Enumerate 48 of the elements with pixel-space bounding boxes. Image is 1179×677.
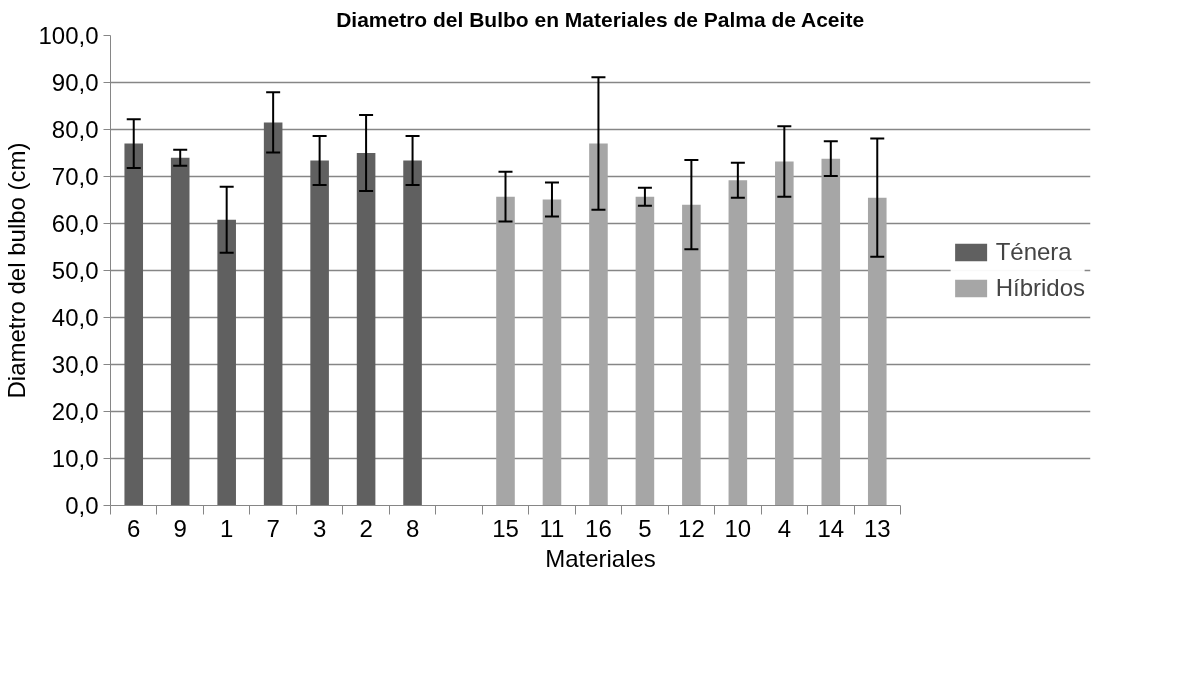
y-tick-label: 70,0 — [51, 163, 99, 190]
bar — [821, 158, 841, 506]
x-tick-label: 3 — [312, 514, 327, 542]
bar — [496, 196, 515, 506]
bar — [542, 199, 562, 506]
y-tick-label: 60,0 — [51, 210, 99, 237]
bar — [217, 219, 236, 506]
bar — [728, 180, 748, 506]
y-tick-label: 90,0 — [51, 69, 99, 96]
x-tick-label: 6 — [127, 514, 141, 542]
x-tick-label: 16 — [585, 514, 612, 542]
x-tick-label: 15 — [492, 514, 519, 542]
bar — [356, 153, 376, 506]
x-tick-label: 14 — [817, 514, 845, 542]
x-tick-label: 7 — [266, 514, 280, 542]
bar — [310, 160, 329, 506]
y-axis-title: Diametro del bulbo (cm) — [3, 142, 31, 399]
x-tick-label: 2 — [359, 514, 373, 542]
y-tick-label: 30,0 — [51, 351, 99, 378]
y-tick-label: 20,0 — [51, 398, 99, 425]
x-tick-label: 13 — [863, 514, 891, 542]
x-tick-label: 9 — [173, 514, 187, 542]
bar — [589, 143, 608, 506]
y-tick-label: 100,0 — [38, 22, 99, 49]
x-tick-label: 4 — [777, 514, 792, 542]
bar — [124, 143, 144, 506]
bar — [775, 161, 794, 506]
bar — [682, 204, 701, 506]
chart-title: Diametro del Bulbo en Materiales de Palma de Aceite — [336, 7, 865, 31]
bar — [635, 196, 655, 506]
legend-label: Híbridos — [995, 274, 1085, 302]
bar — [263, 122, 283, 506]
y-tick-label: 50,0 — [51, 257, 99, 284]
y-tick-label: 40,0 — [51, 304, 99, 331]
legend-label: Ténera — [995, 238, 1072, 266]
x-tick-label: 11 — [539, 514, 565, 542]
x-tick-label: 12 — [678, 514, 705, 542]
x-tick-label: 10 — [724, 514, 752, 542]
bar — [867, 197, 887, 506]
y-tick-label: 10,0 — [51, 445, 99, 472]
y-tick-label: 0,0 — [65, 492, 99, 519]
x-axis-title: Materiales — [545, 544, 656, 572]
y-tick-label: 80,0 — [51, 116, 99, 143]
bar — [403, 160, 422, 506]
x-tick-label: 8 — [405, 514, 420, 542]
bar — [170, 157, 190, 506]
x-tick-label: 1 — [220, 514, 234, 542]
x-tick-label: 5 — [638, 514, 652, 542]
